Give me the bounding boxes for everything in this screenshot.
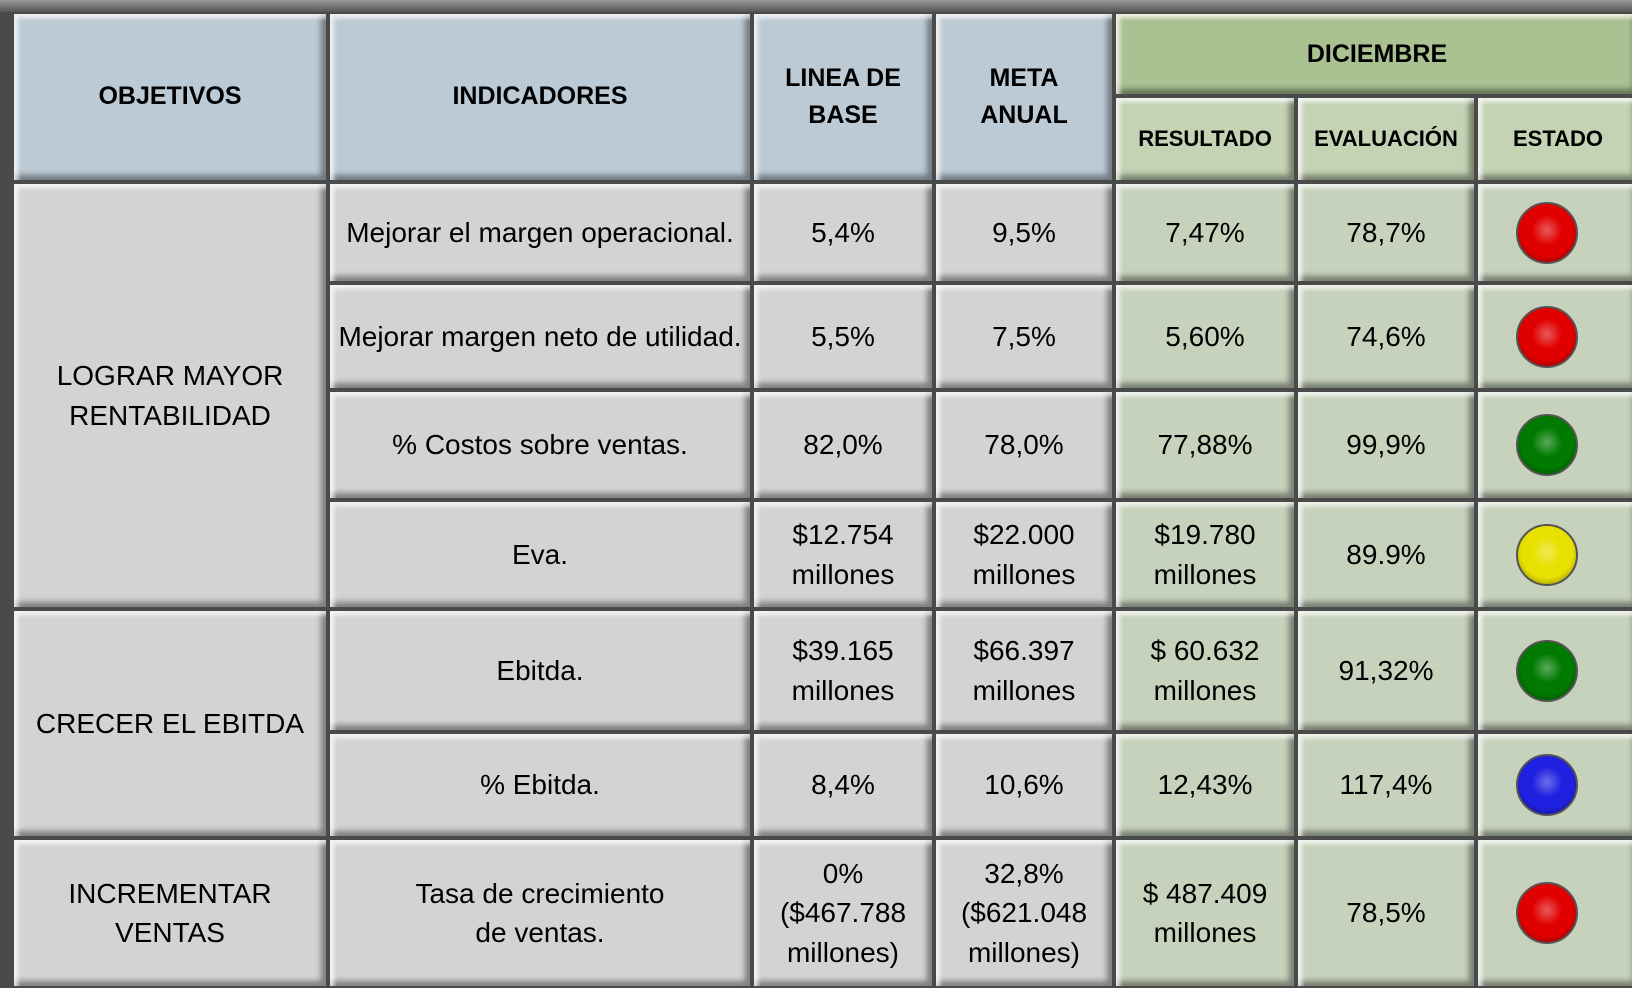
objective-cell: LOGRAR MAYOR RENTABILIDAD: [14, 184, 326, 607]
status-cell: [1478, 184, 1632, 281]
status-cell: [1478, 392, 1632, 498]
result-cell: $ 487.409 millones: [1116, 840, 1294, 986]
status-cell: [1478, 734, 1632, 836]
result-cell: 7,47%: [1116, 184, 1294, 281]
result-cell: $19.780 millones: [1116, 502, 1294, 607]
header-cell: EVALUACIÓN: [1298, 98, 1474, 180]
meta-cell: $66.397 millones: [936, 611, 1112, 730]
status-light: [1516, 414, 1578, 476]
header-cell: RESULTADO: [1116, 98, 1294, 180]
indicator-cell: Mejorar margen neto de utilidad.: [330, 285, 750, 388]
base-cell: 5,4%: [754, 184, 932, 281]
objective-cell: CRECER EL EBITDA: [14, 611, 326, 836]
evaluation-cell: 117,4%: [1298, 734, 1474, 836]
status-light: [1516, 201, 1578, 264]
status-cell: [1478, 611, 1632, 730]
base-cell: 82,0%: [754, 392, 932, 498]
meta-cell: $22.000 millones: [936, 502, 1112, 607]
base-cell: 0% ($467.788 millones): [754, 840, 932, 986]
base-cell: $39.165 millones: [754, 611, 932, 730]
meta-cell: 7,5%: [936, 285, 1112, 388]
evaluation-cell: 91,32%: [1298, 611, 1474, 730]
indicator-cell: Mejorar el margen operacional.: [330, 184, 750, 281]
indicator-cell: Tasa de crecimiento de ventas.: [330, 840, 750, 986]
header-cell: LINEA DE BASE: [754, 14, 932, 180]
evaluation-cell: 78,5%: [1298, 840, 1474, 986]
status-cell: [1478, 840, 1632, 986]
status-cell: [1478, 502, 1632, 607]
indicator-cell: Ebitda.: [330, 611, 750, 730]
base-cell: $12.754 millones: [754, 502, 932, 607]
header-cell: INDICADORES: [330, 14, 750, 180]
base-cell: 8,4%: [754, 734, 932, 836]
evaluation-cell: 89.9%: [1298, 502, 1474, 607]
meta-cell: 10,6%: [936, 734, 1112, 836]
evaluation-cell: 99,9%: [1298, 392, 1474, 498]
header-cell: DICIEMBRE: [1116, 14, 1632, 94]
header-cell: OBJETIVOS: [14, 14, 326, 180]
result-cell: 12,43%: [1116, 734, 1294, 836]
status-light: [1516, 639, 1578, 702]
header-cell: ESTADO: [1478, 98, 1632, 180]
result-cell: 77,88%: [1116, 392, 1294, 498]
indicator-cell: Eva.: [330, 502, 750, 607]
status-light: [1516, 882, 1578, 944]
evaluation-cell: 78,7%: [1298, 184, 1474, 281]
header-cell: META ANUAL: [936, 14, 1112, 180]
status-light: [1516, 523, 1578, 586]
status-cell: [1478, 285, 1632, 388]
result-cell: 5,60%: [1116, 285, 1294, 388]
top-strip: [0, 0, 1632, 12]
meta-cell: 32,8% ($621.048 millones): [936, 840, 1112, 986]
base-cell: 5,5%: [754, 285, 932, 388]
result-cell: $ 60.632 millones: [1116, 611, 1294, 730]
evaluation-cell: 74,6%: [1298, 285, 1474, 388]
objective-cell: INCREMENTAR VENTAS: [14, 840, 326, 986]
meta-cell: 78,0%: [936, 392, 1112, 498]
meta-cell: 9,5%: [936, 184, 1112, 281]
indicator-cell: % Ebitda.: [330, 734, 750, 836]
indicator-cell: % Costos sobre ventas.: [330, 392, 750, 498]
status-light: [1516, 754, 1578, 816]
status-light: [1516, 305, 1578, 368]
